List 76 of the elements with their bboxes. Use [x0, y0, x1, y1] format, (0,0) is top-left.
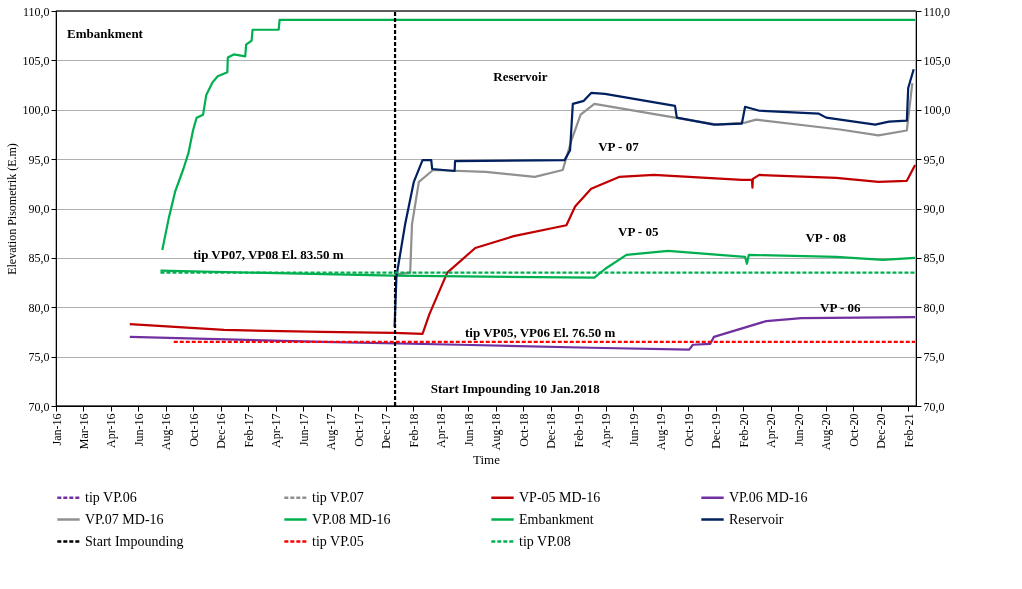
legend-label: VP.06 MD-16: [729, 489, 808, 505]
legend-label: VP-05 MD-16: [519, 489, 601, 505]
legend-label: Reservoir: [729, 511, 784, 527]
x-tick-label: Aug-18: [489, 413, 504, 451]
x-tick-label: Jun-17: [296, 413, 311, 447]
x-tick-label: Feb-17: [241, 413, 256, 448]
x-tick-label: Oct-18: [516, 413, 531, 447]
x-tick-label: Feb-19: [571, 413, 586, 448]
x-tick-label: Aug-19: [654, 413, 669, 451]
y2-tick-label: 85,0: [923, 251, 945, 266]
y2-tick-label: 70,0: [923, 399, 945, 414]
legend-label: tip VP.08: [519, 533, 571, 549]
legend-label: Embankment: [519, 511, 594, 527]
x-tick-label: Dec-16: [214, 413, 229, 449]
line-series: [161, 18, 916, 252]
x-tick-label: Jun-16: [131, 413, 146, 447]
annotation: VP - 08: [805, 230, 847, 246]
y2-tick-label: 95,0: [923, 152, 945, 167]
y-axis-title: Elevation Pisometrik (E.m): [4, 143, 19, 275]
y-tick-label: 110,0: [22, 4, 50, 19]
x-tick-label: Apr-19: [599, 413, 614, 448]
x-tick-label: Dec-20: [874, 413, 889, 449]
line-series: [128, 316, 916, 351]
legend-label: tip VP.05: [312, 533, 364, 549]
y-tick-label: 85,0: [28, 251, 50, 266]
legend-label: tip VP.07: [312, 489, 364, 505]
x-tick-label: Oct-20: [846, 413, 861, 447]
x-tick-label: Apr-18: [434, 413, 449, 448]
y-tick-label: 95,0: [28, 152, 50, 167]
x-tick-label: Oct-17: [351, 413, 366, 447]
annotation: VP - 05: [617, 224, 659, 240]
x-tick-label: Dec-19: [709, 413, 724, 449]
x-tick-label: Feb-21: [901, 413, 916, 448]
y2-tick-label: 110,0: [923, 4, 951, 19]
y-tick-label: 80,0: [28, 300, 50, 315]
y2-tick-label: 80,0: [923, 300, 945, 315]
x-tick-label: Oct-16: [186, 413, 201, 447]
x-tick-label: Dec-17: [379, 413, 394, 449]
x-tick-label: Mar-16: [76, 413, 91, 450]
legend-label: Start Impounding: [85, 533, 184, 549]
x-tick-label: Aug-16: [159, 413, 174, 451]
y-tick-label: 105,0: [22, 53, 50, 68]
annotation: VP - 07: [598, 138, 640, 154]
annotation: VP - 06: [820, 300, 862, 316]
x-tick-label: Feb-18: [406, 413, 421, 448]
annotation: tip VP05, VP06 El. 76.50 m: [464, 325, 616, 341]
x-tick-label: Jan-16: [49, 413, 64, 446]
x-tick-label: Apr-16: [104, 413, 119, 448]
x-tick-label: Apr-20: [764, 413, 779, 448]
x-tick-label: Jun-19: [626, 413, 641, 447]
y2-tick-label: 100,0: [923, 103, 951, 118]
x-tick-label: Jun-18: [461, 413, 476, 447]
y-tick-label: 70,0: [28, 399, 50, 414]
x-tick-label: Apr-17: [269, 413, 284, 448]
x-tick-label: Jun-20: [791, 413, 806, 447]
x-tick-label: Aug-20: [819, 413, 834, 451]
y-tick-label: 75,0: [28, 350, 50, 365]
x-tick-label: Aug-17: [324, 413, 339, 451]
annotation: Embankment: [67, 26, 144, 42]
legend-label: tip VP.06: [85, 489, 137, 505]
y-tick-label: 100,0: [22, 103, 50, 118]
y-tick-label: 90,0: [28, 202, 50, 216]
x-tick-label: Oct-19: [681, 413, 696, 447]
annotation: Reservoir: [493, 68, 548, 84]
line-series: [393, 68, 915, 329]
annotation: Start Impounding 10 Jan.2018: [430, 381, 601, 397]
legend-label: VP.08 MD-16: [312, 511, 391, 527]
line-series: [393, 81, 914, 276]
annotation: tip VP07, VP08 El. 83.50 m: [193, 246, 344, 262]
y2-tick-label: 105,0: [923, 53, 951, 68]
x-tick-label: Dec-18: [544, 413, 559, 449]
legend-label: VP.07 MD-16: [85, 511, 164, 527]
x-tick-label: Feb-20: [736, 413, 751, 448]
y2-tick-label: 90,0: [923, 202, 945, 216]
x-axis-title: Time: [473, 452, 501, 468]
y2-tick-label: 75,0: [923, 350, 945, 365]
